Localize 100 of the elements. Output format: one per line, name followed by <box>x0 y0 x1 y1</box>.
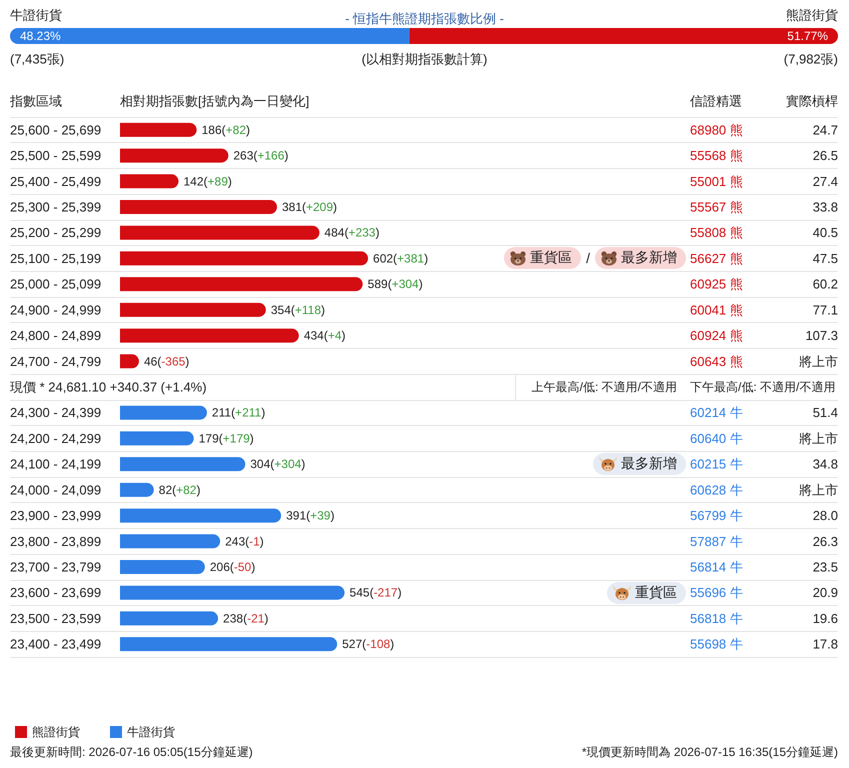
text: 34.8 <box>812 456 838 472</box>
data-label: 206(-50) <box>210 560 256 574</box>
text: 將上市 <box>799 430 838 446</box>
y2-tick-label: 60640 牛 <box>690 430 743 446</box>
text: 23.5 <box>812 560 838 574</box>
bar <box>120 637 338 652</box>
text: 最後更新時間: 2026-07-16 05:05(15分鐘延遲) <box>10 745 253 759</box>
text: 107.3 <box>805 328 838 344</box>
y-tick-label: 25,300 - 25,399 <box>10 200 102 214</box>
data-label: 263(+166) <box>233 148 288 163</box>
y-tick-label: 24,300 - 24,399 <box>10 405 102 420</box>
text: 47.5 <box>812 250 838 266</box>
y2-tick-label: 57887 牛 <box>690 534 743 549</box>
y2-tick-label: 55696 牛 <box>690 585 743 600</box>
data-label: 179(+179) <box>198 431 254 446</box>
data-label: 434(+4) <box>304 328 346 343</box>
y-axis-title: 指數區域 <box>9 94 62 108</box>
text: 77.1 <box>812 302 838 318</box>
y-tick-label: 24,200 - 24,299 <box>10 430 102 446</box>
bar <box>120 277 363 292</box>
y-tick-label: 25,200 - 25,299 <box>10 225 102 240</box>
text: 33.8 <box>812 200 838 214</box>
series-label: 熊證街貨 <box>786 8 838 22</box>
y2-tick-label: 55001 熊 <box>690 174 743 189</box>
y-tick-label: 25,000 - 25,099 <box>10 276 102 292</box>
y2-tick-label: 56818 牛 <box>690 610 743 626</box>
data-label: 186(+82) <box>202 122 250 137</box>
y-tick-label: 24,100 - 24,199 <box>10 456 102 472</box>
y-tick-label: 24,700 - 24,799 <box>10 354 102 369</box>
y-tick-label: 23,800 - 23,899 <box>10 534 102 549</box>
text: 20.9 <box>812 585 838 600</box>
y-tick-label: 23,500 - 23,599 <box>10 610 102 626</box>
bar <box>120 431 194 446</box>
text: / <box>586 250 590 266</box>
y2-tick-label: 60925 熊 <box>690 276 743 292</box>
bar <box>120 482 154 497</box>
bar <box>120 560 205 574</box>
text: 現價 * 24,681.10 <box>10 380 106 394</box>
data-label: 51.77% <box>787 29 828 43</box>
text: 19.6 <box>812 610 838 626</box>
text: 上午最高/低: 不適用/不適用 <box>532 380 677 394</box>
bar <box>120 508 282 523</box>
data-label: 589(+304) <box>368 277 423 292</box>
bar <box>120 226 320 240</box>
y2-tick-label: 55567 熊 <box>690 200 743 214</box>
text: 將上市 <box>799 354 838 369</box>
y-tick-label: 23,400 - 23,499 <box>10 636 102 652</box>
y2-tick-label: 60628 牛 <box>690 482 743 498</box>
bar <box>120 200 277 214</box>
y2-tick-label: 55808 熊 <box>690 225 743 240</box>
bar <box>120 611 218 626</box>
data-label: 602(+381) <box>373 251 428 266</box>
text: 將上市 <box>799 482 838 498</box>
data-label: 46(-365) <box>144 354 190 368</box>
text: 40.5 <box>812 225 838 240</box>
text: (7,435張) <box>10 52 64 66</box>
text: 28.0 <box>812 508 838 524</box>
data-label: 304(+304) <box>250 457 306 472</box>
text: 最多新增 <box>621 455 677 474</box>
bar <box>120 406 207 420</box>
bar <box>120 122 197 137</box>
legend-label: 牛證街貨 <box>127 725 175 739</box>
y2-tick-label: 60643 熊 <box>690 354 743 369</box>
text: 下午最高/低: 不適用/不適用 <box>690 380 836 394</box>
y-tick-label: 25,100 - 25,199 <box>10 250 102 266</box>
y2-axis-title: 信證精選 <box>690 94 742 108</box>
y2-tick-label: 56814 牛 <box>690 560 743 574</box>
bar <box>120 251 368 266</box>
text: 17.8 <box>812 636 838 652</box>
text: 實際槓桿 <box>786 94 838 108</box>
bar <box>120 457 246 472</box>
y2-tick-label: 55698 牛 <box>690 636 743 652</box>
text: 60.2 <box>812 276 838 292</box>
chart-title: - 恒指牛熊證期指張數比例 - <box>345 11 504 26</box>
text: 26.5 <box>812 148 838 164</box>
data-label: 391(+39) <box>286 508 334 523</box>
data-label: 142(+89) <box>184 174 232 188</box>
bar <box>120 328 299 343</box>
data-label: 484(+233) <box>324 226 380 240</box>
data-label: 211(+211) <box>212 406 266 420</box>
y2-tick-label: 56627 熊 <box>690 250 743 266</box>
text: (以相對期指張數計算) <box>362 52 488 66</box>
y-tick-label: 24,000 - 24,099 <box>10 482 102 498</box>
y2-tick-label: 60924 熊 <box>690 328 743 344</box>
data-label: 48.23% <box>20 29 62 43</box>
y-tick-label: 23,600 - 23,699 <box>10 585 102 600</box>
series-label: 牛證街貨 <box>10 8 62 22</box>
y-tick-label: 25,600 - 25,699 <box>10 122 102 138</box>
data-label: 545(-217) <box>350 586 402 600</box>
legend-label: 熊證街貨 <box>32 725 80 739</box>
data-label: 243(-1) <box>225 534 264 548</box>
text: 51.4 <box>812 405 838 420</box>
y-tick-label: 23,700 - 23,799 <box>10 560 102 574</box>
bar <box>120 586 345 600</box>
text: 27.4 <box>812 174 838 189</box>
bar <box>120 302 266 317</box>
bar <box>120 534 220 548</box>
y2-tick-label: 56799 牛 <box>690 508 743 524</box>
text: 重貨區 <box>530 249 572 268</box>
text: 26.3 <box>812 534 838 549</box>
